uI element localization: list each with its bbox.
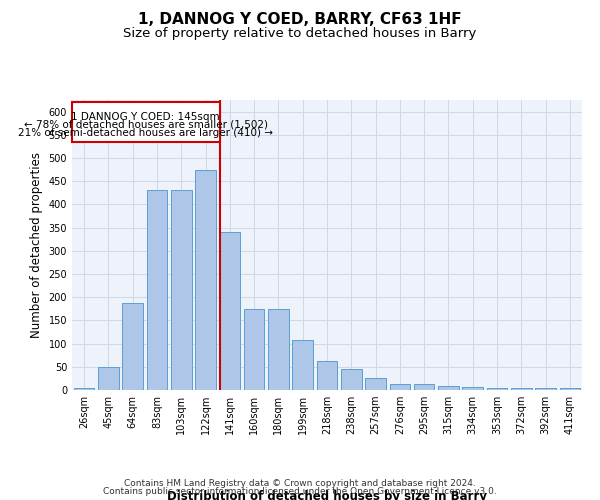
Bar <box>146 190 167 390</box>
Bar <box>171 190 191 390</box>
Bar <box>511 388 532 390</box>
Bar <box>535 388 556 390</box>
Bar <box>317 361 337 390</box>
Bar <box>244 309 265 390</box>
Bar <box>341 369 362 390</box>
X-axis label: Distribution of detached houses by size in Barry: Distribution of detached houses by size … <box>167 490 487 500</box>
Bar <box>98 367 119 390</box>
Bar <box>438 386 459 390</box>
Text: Size of property relative to detached houses in Barry: Size of property relative to detached ho… <box>124 28 476 40</box>
Bar <box>487 388 508 390</box>
Text: Contains HM Land Registry data © Crown copyright and database right 2024.: Contains HM Land Registry data © Crown c… <box>124 478 476 488</box>
Y-axis label: Number of detached properties: Number of detached properties <box>30 152 43 338</box>
Text: 1, DANNOG Y COED, BARRY, CF63 1HF: 1, DANNOG Y COED, BARRY, CF63 1HF <box>138 12 462 28</box>
Bar <box>389 384 410 390</box>
Bar <box>560 388 580 390</box>
Text: Contains public sector information licensed under the Open Government Licence v3: Contains public sector information licen… <box>103 487 497 496</box>
Bar <box>220 232 240 390</box>
Bar <box>74 388 94 390</box>
Text: 21% of semi-detached houses are larger (410) →: 21% of semi-detached houses are larger (… <box>18 128 273 138</box>
Bar <box>365 378 386 390</box>
Bar <box>268 309 289 390</box>
Bar <box>414 384 434 390</box>
Bar <box>292 340 313 390</box>
Bar <box>195 170 216 390</box>
Text: 1 DANNOG Y COED: 145sqm: 1 DANNOG Y COED: 145sqm <box>71 112 220 122</box>
Bar <box>463 387 483 390</box>
FancyBboxPatch shape <box>72 102 220 142</box>
Text: ← 78% of detached houses are smaller (1,502): ← 78% of detached houses are smaller (1,… <box>24 120 268 130</box>
Bar <box>122 303 143 390</box>
